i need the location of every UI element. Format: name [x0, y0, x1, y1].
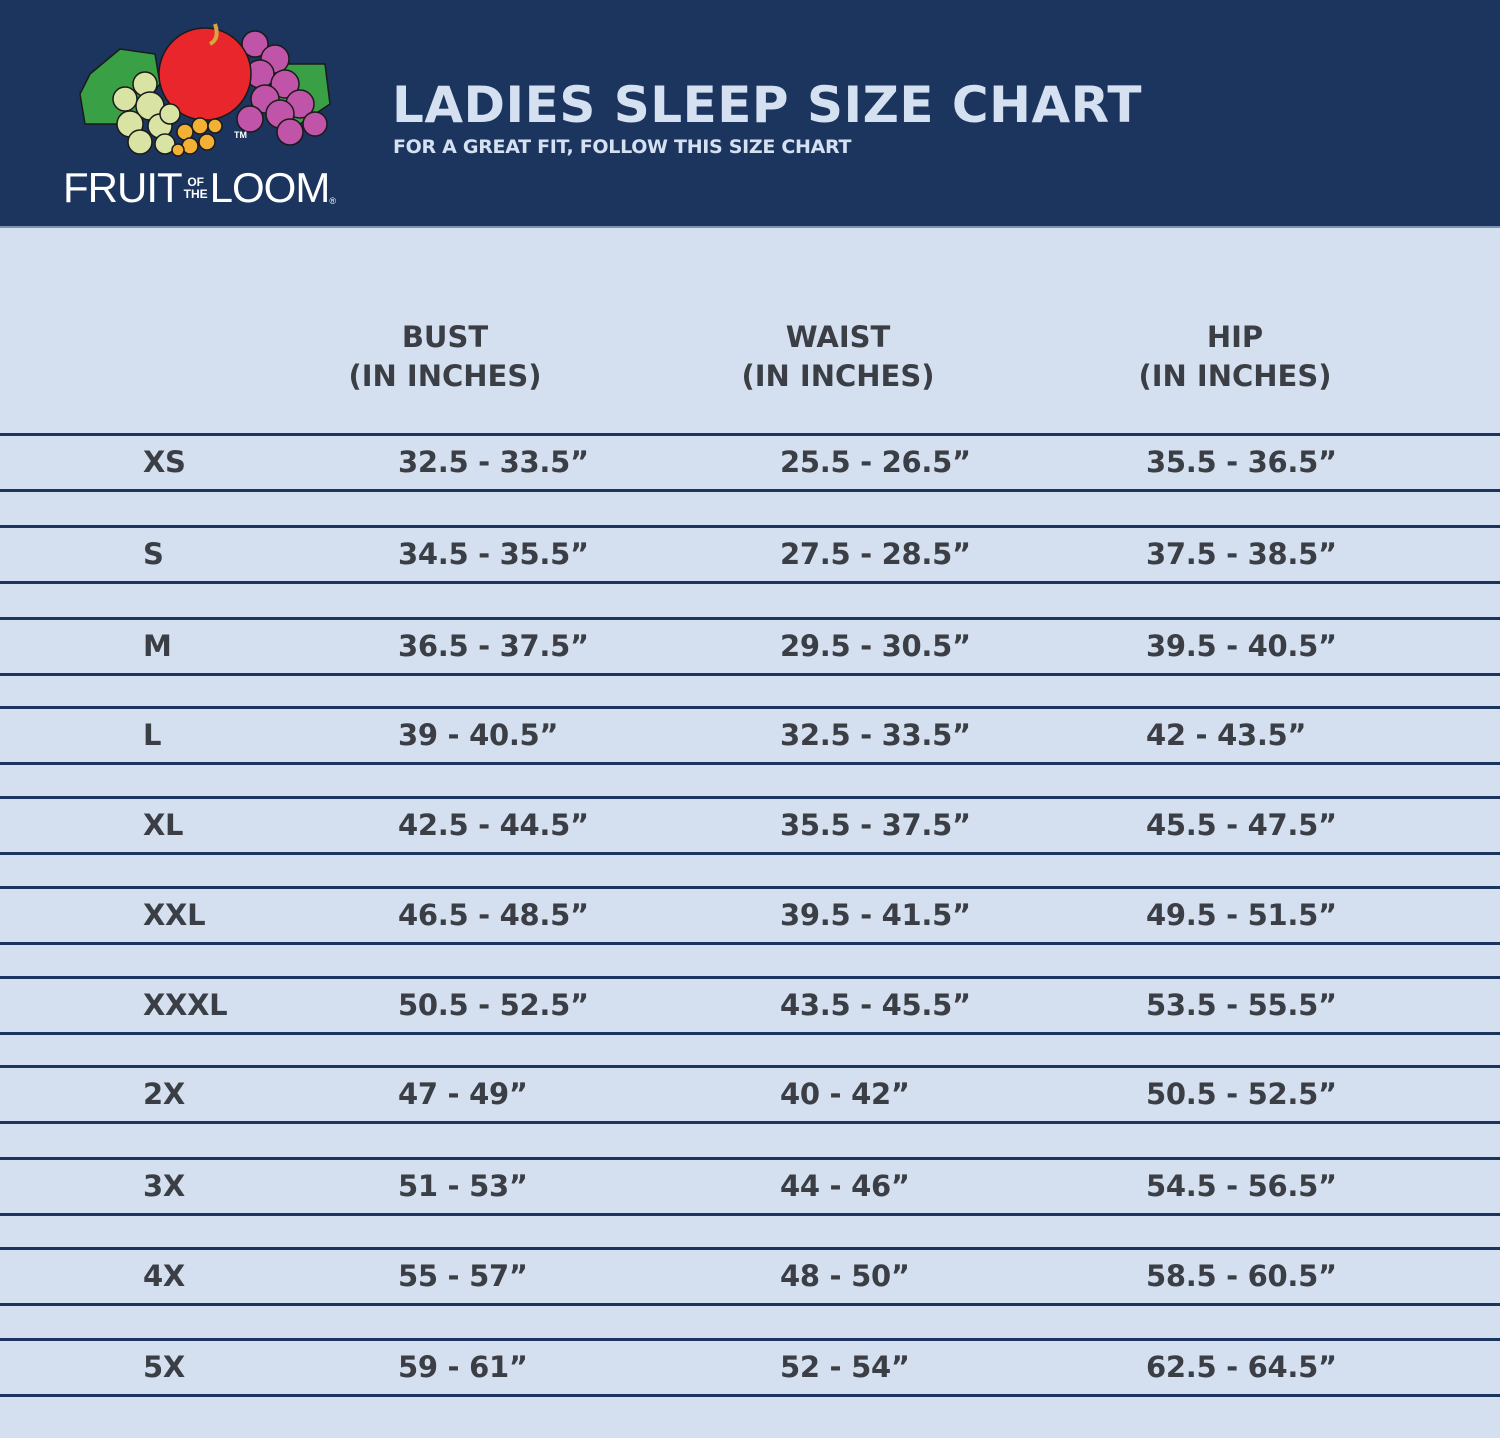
hip-value: 58.5 - 60.5” [1146, 1259, 1337, 1293]
table-row: 3X 51 - 53” 44 - 46” 54.5 - 56.5” [0, 1157, 1500, 1216]
size-label: 5X [143, 1350, 185, 1384]
waist-value: 32.5 - 33.5” [780, 718, 971, 752]
waist-value: 44 - 46” [780, 1169, 910, 1203]
table-row: XL 42.5 - 44.5” 35.5 - 37.5” 45.5 - 47.5” [0, 796, 1500, 855]
waist-value: 39.5 - 41.5” [780, 898, 971, 932]
bust-value: 50.5 - 52.5” [398, 988, 589, 1022]
brand-the: THE [183, 187, 208, 201]
size-label: 2X [143, 1077, 185, 1111]
hip-value: 53.5 - 55.5” [1146, 988, 1337, 1022]
hip-value: 39.5 - 40.5” [1146, 629, 1337, 663]
fruit-logo-icon [79, 23, 331, 157]
brand-of-the: OF THE [184, 176, 208, 200]
brand-word-loom: LOOM [209, 164, 331, 211]
column-header-hip: HIP (IN INCHES) [1055, 318, 1415, 396]
size-label: 3X [143, 1169, 185, 1203]
size-label: XL [143, 808, 184, 842]
table-row: XS 32.5 - 33.5” 25.5 - 26.5” 35.5 - 36.5” [0, 433, 1500, 492]
brand-wordmark: FRUIT OF THE LOOM ® [63, 164, 336, 212]
waist-value: 52 - 54” [780, 1350, 910, 1384]
column-header-waist: WAIST (IN INCHES) [658, 318, 1018, 396]
bust-value: 59 - 61” [398, 1350, 528, 1384]
table-row: 4X 55 - 57” 48 - 50” 58.5 - 60.5” [0, 1247, 1500, 1306]
size-label: XXL [143, 898, 206, 932]
hip-value: 42 - 43.5” [1146, 718, 1307, 752]
table-row: 5X 59 - 61” 52 - 54” 62.5 - 64.5” [0, 1338, 1500, 1397]
bust-value: 36.5 - 37.5” [398, 629, 589, 663]
waist-value: 27.5 - 28.5” [780, 537, 971, 571]
size-label: XS [143, 445, 186, 479]
hip-value: 62.5 - 64.5” [1146, 1350, 1337, 1384]
bust-value: 34.5 - 35.5” [398, 537, 589, 571]
brand-word-fruit: FRUIT [63, 164, 183, 211]
size-label: XXXL [143, 988, 228, 1022]
column-name: HIP [1206, 320, 1264, 354]
hip-value: 45.5 - 47.5” [1146, 808, 1337, 842]
waist-value: 43.5 - 45.5” [780, 988, 971, 1022]
waist-value: 29.5 - 30.5” [780, 629, 971, 663]
column-name: BUST [401, 320, 489, 354]
waist-value: 35.5 - 37.5” [780, 808, 971, 842]
size-label: L [143, 718, 162, 752]
column-name: WAIST [785, 320, 891, 354]
hip-value: 49.5 - 51.5” [1146, 898, 1337, 932]
bust-value: 39 - 40.5” [398, 718, 559, 752]
brand-of: OF [187, 175, 204, 189]
waist-value: 40 - 42” [780, 1077, 910, 1111]
column-unit: (IN INCHES) [741, 359, 935, 393]
hip-value: 35.5 - 36.5” [1146, 445, 1337, 479]
bust-value: 51 - 53” [398, 1169, 528, 1203]
bust-value: 46.5 - 48.5” [398, 898, 589, 932]
column-header-bust: BUST (IN INCHES) [265, 318, 625, 396]
size-label: S [143, 537, 164, 571]
bust-value: 55 - 57” [398, 1259, 528, 1293]
page-title: LADIES SLEEP SIZE CHART [392, 76, 1143, 134]
bust-value: 42.5 - 44.5” [398, 808, 589, 842]
column-unit: (IN INCHES) [348, 359, 542, 393]
table-row: M 36.5 - 37.5” 29.5 - 30.5” 39.5 - 40.5” [0, 617, 1500, 676]
waist-value: 48 - 50” [780, 1259, 910, 1293]
registered-mark: ® [329, 196, 336, 206]
bust-value: 47 - 49” [398, 1077, 528, 1111]
hip-value: 50.5 - 52.5” [1146, 1077, 1337, 1111]
bust-value: 32.5 - 33.5” [398, 445, 589, 479]
hip-value: 54.5 - 56.5” [1146, 1169, 1337, 1203]
size-label: 4X [143, 1259, 185, 1293]
trademark-mark: TM [234, 130, 247, 140]
table-row: XXL 46.5 - 48.5” 39.5 - 41.5” 49.5 - 51.5” [0, 886, 1500, 945]
hip-value: 37.5 - 38.5” [1146, 537, 1337, 571]
table-row: S 34.5 - 35.5” 27.5 - 28.5” 37.5 - 38.5” [0, 525, 1500, 584]
table-row: L 39 - 40.5” 32.5 - 33.5” 42 - 43.5” [0, 706, 1500, 765]
column-unit: (IN INCHES) [1138, 359, 1332, 393]
header-banner: TM FRUIT OF THE LOOM ® LADIES SLEEP SIZE… [0, 0, 1500, 228]
table-row: 2X 47 - 49” 40 - 42” 50.5 - 52.5” [0, 1065, 1500, 1124]
waist-value: 25.5 - 26.5” [780, 445, 971, 479]
size-label: M [143, 629, 172, 663]
table-row: XXXL 50.5 - 52.5” 43.5 - 45.5” 53.5 - 55.5” [0, 976, 1500, 1035]
page-subtitle: FOR A GREAT FIT, FOLLOW THIS SIZE CHART [393, 136, 852, 158]
